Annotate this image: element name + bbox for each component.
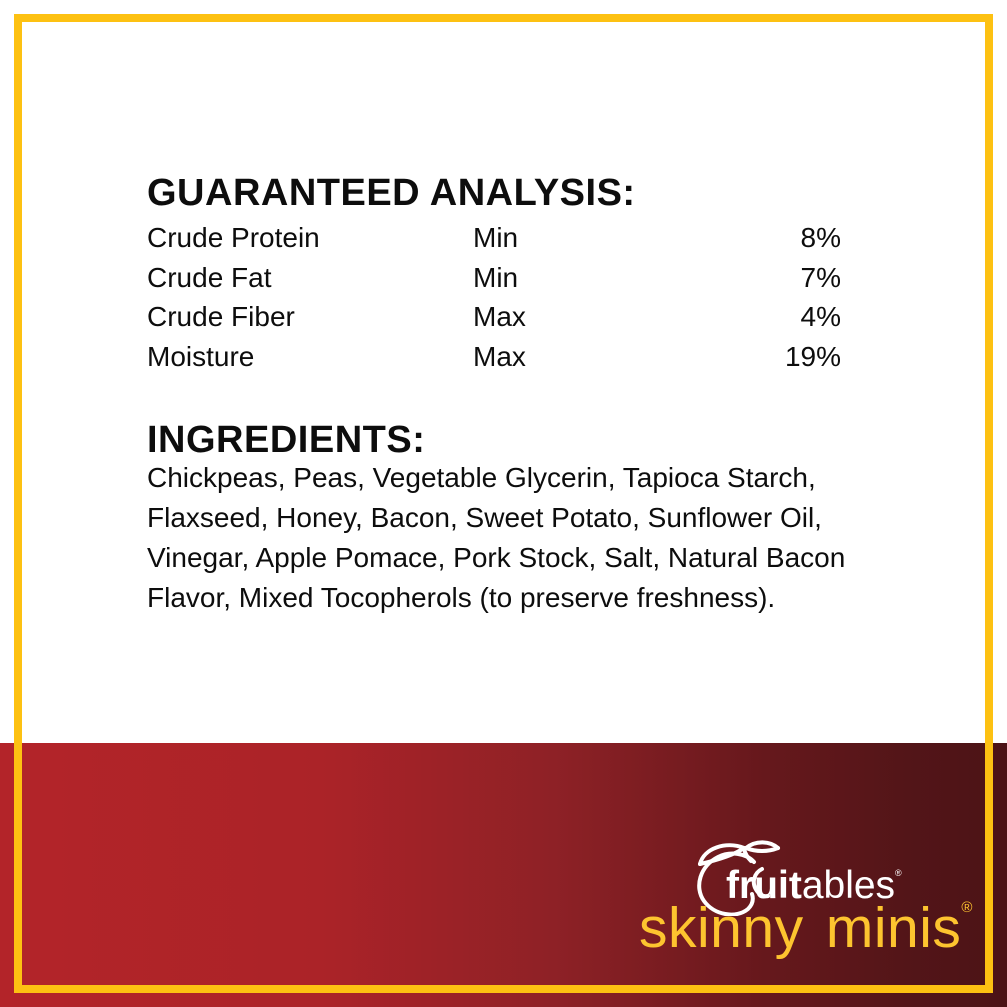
ingredients-text: Chickpeas, Peas, Vegetable Glycerin, Tap… — [147, 458, 907, 618]
basis-label: Min — [473, 222, 519, 253]
ingredient-line: Chickpeas, Peas, Vegetable Glycerin, Tap… — [147, 462, 816, 493]
ingredient-line: Vinegar, Apple Pomace, Pork Stock, Salt,… — [147, 542, 846, 573]
product-name-text: skinny minis — [639, 896, 962, 960]
ingredient-line: Flavor, Mixed Tocopherols (to preserve f… — [147, 582, 776, 613]
value-label: 19% — [784, 340, 841, 372]
brand-band — [0, 743, 1007, 1007]
logo-text-bold: fruit — [726, 864, 802, 907]
table-row: Moisture Max 19% — [147, 337, 841, 377]
ingredient-line: Flaxseed, Honey, Bacon, Sweet Potato, Su… — [147, 502, 822, 533]
guaranteed-analysis-table: Crude Protein Min 8% Crude Fat Min 7% Cr… — [147, 218, 841, 376]
nutrient-name: Crude Protein — [147, 222, 320, 253]
basis-label: Max — [473, 301, 526, 332]
table-row: Crude Protein Min 8% — [147, 218, 841, 258]
nutrient-name: Moisture — [147, 340, 255, 372]
basis-label: Min — [473, 261, 519, 293]
table-row: Crude Fat Min 7% — [147, 258, 841, 298]
nutrient-name: Crude Fat — [147, 261, 272, 293]
product-name: skinny minis® — [639, 896, 972, 960]
value-label: 7% — [800, 261, 841, 293]
registered-mark-icon: ® — [895, 868, 902, 878]
registered-mark-icon: ® — [961, 899, 973, 916]
apple-with-leaves-icon — [697, 840, 780, 916]
basis-label: Max — [473, 340, 526, 372]
logo-text-regular: ables — [801, 864, 896, 907]
value-label: 8% — [800, 222, 841, 253]
fruitables-logo: fruitables® — [726, 866, 902, 906]
guaranteed-analysis-heading: GUARANTEED ANALYSIS: — [147, 172, 636, 214]
value-label: 4% — [800, 301, 841, 332]
table-row: Crude Fiber Max 4% — [147, 297, 841, 337]
nutrient-name: Crude Fiber — [147, 301, 295, 332]
ingredients-heading: INGREDIENTS: — [147, 419, 426, 461]
